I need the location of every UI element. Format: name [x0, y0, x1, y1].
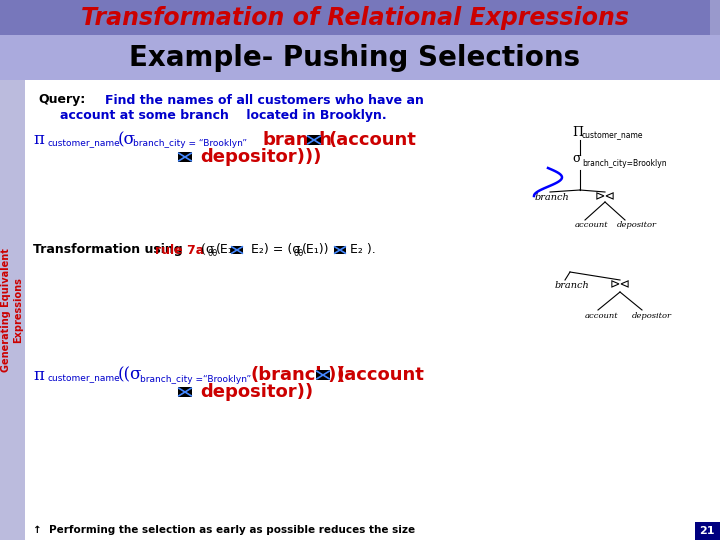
FancyBboxPatch shape: [307, 135, 321, 145]
FancyBboxPatch shape: [695, 522, 720, 540]
FancyBboxPatch shape: [0, 80, 25, 540]
Text: Transformation of Relational Expressions: Transformation of Relational Expressions: [81, 6, 629, 30]
Text: account: account: [585, 312, 618, 320]
Text: account: account: [575, 221, 608, 229]
FancyBboxPatch shape: [0, 35, 720, 80]
Text: (E₁: (E₁: [216, 244, 234, 256]
Text: ⊳⊲: ⊳⊲: [595, 191, 616, 204]
Text: π: π: [33, 132, 44, 148]
Text: (σ: (σ: [193, 244, 215, 256]
Text: depositor))): depositor))): [200, 148, 321, 166]
Text: E₂) = (σ: E₂) = (σ: [247, 244, 300, 256]
Text: Π: Π: [572, 125, 583, 138]
Text: (E₁)): (E₁)): [302, 244, 330, 256]
FancyBboxPatch shape: [0, 0, 710, 35]
Text: account at some branch    located in Brooklyn.: account at some branch located in Brookl…: [60, 109, 387, 122]
Text: branch: branch: [535, 192, 570, 201]
Text: branch_city =“Brooklyn”: branch_city =“Brooklyn”: [140, 375, 251, 383]
Text: θθ: θθ: [208, 249, 218, 259]
Text: rule 7a: rule 7a: [155, 244, 204, 256]
Text: branch: branch: [263, 131, 333, 149]
Text: 21: 21: [699, 526, 715, 536]
Text: depositor)): depositor)): [200, 383, 313, 401]
FancyBboxPatch shape: [230, 246, 243, 254]
Text: depositor: depositor: [632, 312, 672, 320]
Text: depositor: depositor: [617, 221, 657, 229]
Text: (branch)): (branch)): [250, 366, 345, 384]
Text: (account: (account: [337, 366, 425, 384]
Text: ⊳⊲: ⊳⊲: [610, 279, 631, 292]
Text: E₂ ).: E₂ ).: [350, 244, 376, 256]
FancyBboxPatch shape: [333, 246, 346, 254]
Text: Query:: Query:: [38, 93, 85, 106]
FancyBboxPatch shape: [316, 370, 330, 380]
Text: Example- Pushing Selections: Example- Pushing Selections: [130, 44, 580, 72]
Text: σ: σ: [572, 152, 580, 165]
Text: (account: (account: [328, 131, 416, 149]
Text: ((σ: ((σ: [118, 367, 143, 383]
Text: ↑  Performing the selection as early as possible reduces the size: ↑ Performing the selection as early as p…: [33, 525, 415, 535]
FancyBboxPatch shape: [178, 387, 192, 397]
Text: Generating Equivalent
Expressions: Generating Equivalent Expressions: [1, 248, 23, 372]
Text: π: π: [33, 367, 44, 383]
Text: branch_city=Brooklyn: branch_city=Brooklyn: [582, 159, 667, 167]
FancyBboxPatch shape: [710, 0, 720, 35]
Text: branch: branch: [555, 280, 590, 289]
Text: Transformation using: Transformation using: [33, 244, 187, 256]
Text: customer_name: customer_name: [582, 132, 644, 140]
FancyBboxPatch shape: [178, 152, 192, 162]
Text: θθ: θθ: [294, 249, 305, 259]
Text: customer_name: customer_name: [47, 375, 120, 383]
Text: Find the names of all customers who have an: Find the names of all customers who have…: [105, 93, 424, 106]
Text: branch_city = “Brooklyn”: branch_city = “Brooklyn”: [133, 139, 247, 148]
Text: customer_name: customer_name: [47, 139, 120, 148]
Text: (σ: (σ: [118, 132, 136, 148]
